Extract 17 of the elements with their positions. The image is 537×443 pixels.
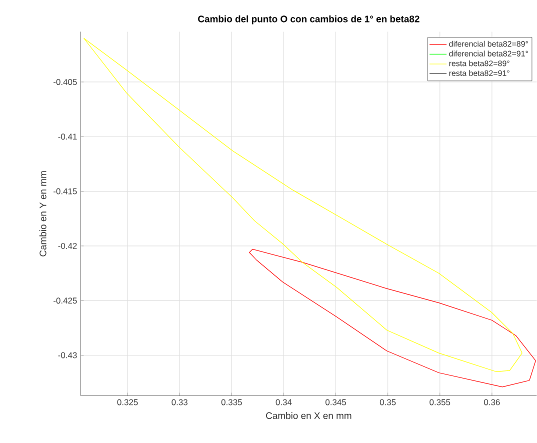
y-axis-title: Cambio en Y en mm: [39, 171, 46, 256]
x-tick-label: 0.345: [326, 399, 346, 406]
x-tick-label: 0.355: [430, 399, 450, 406]
x-tick-label: 0.335: [221, 399, 242, 406]
y-tick-label: -0.42: [58, 242, 77, 249]
y-tick-label: -0.425: [54, 298, 77, 304]
x-tick-label: 0.33: [172, 399, 188, 406]
x-tick-label: 0.36: [484, 399, 500, 406]
x-tick-label: 0.325: [117, 399, 138, 406]
y-tick-label: -0.43: [58, 352, 77, 358]
y-tick-label: -0.41: [58, 134, 77, 140]
x-tick-label: 0.34: [276, 399, 292, 406]
y-tick-label: -0.415: [54, 188, 77, 194]
chart-title: Cambio del punto O con cambios de 1° en beta82: [198, 15, 420, 24]
x-tick-label: 0.35: [380, 399, 396, 406]
y-tick-label: -0.405: [54, 78, 77, 85]
x-axis-title: Cambio en X en mm: [266, 412, 352, 420]
